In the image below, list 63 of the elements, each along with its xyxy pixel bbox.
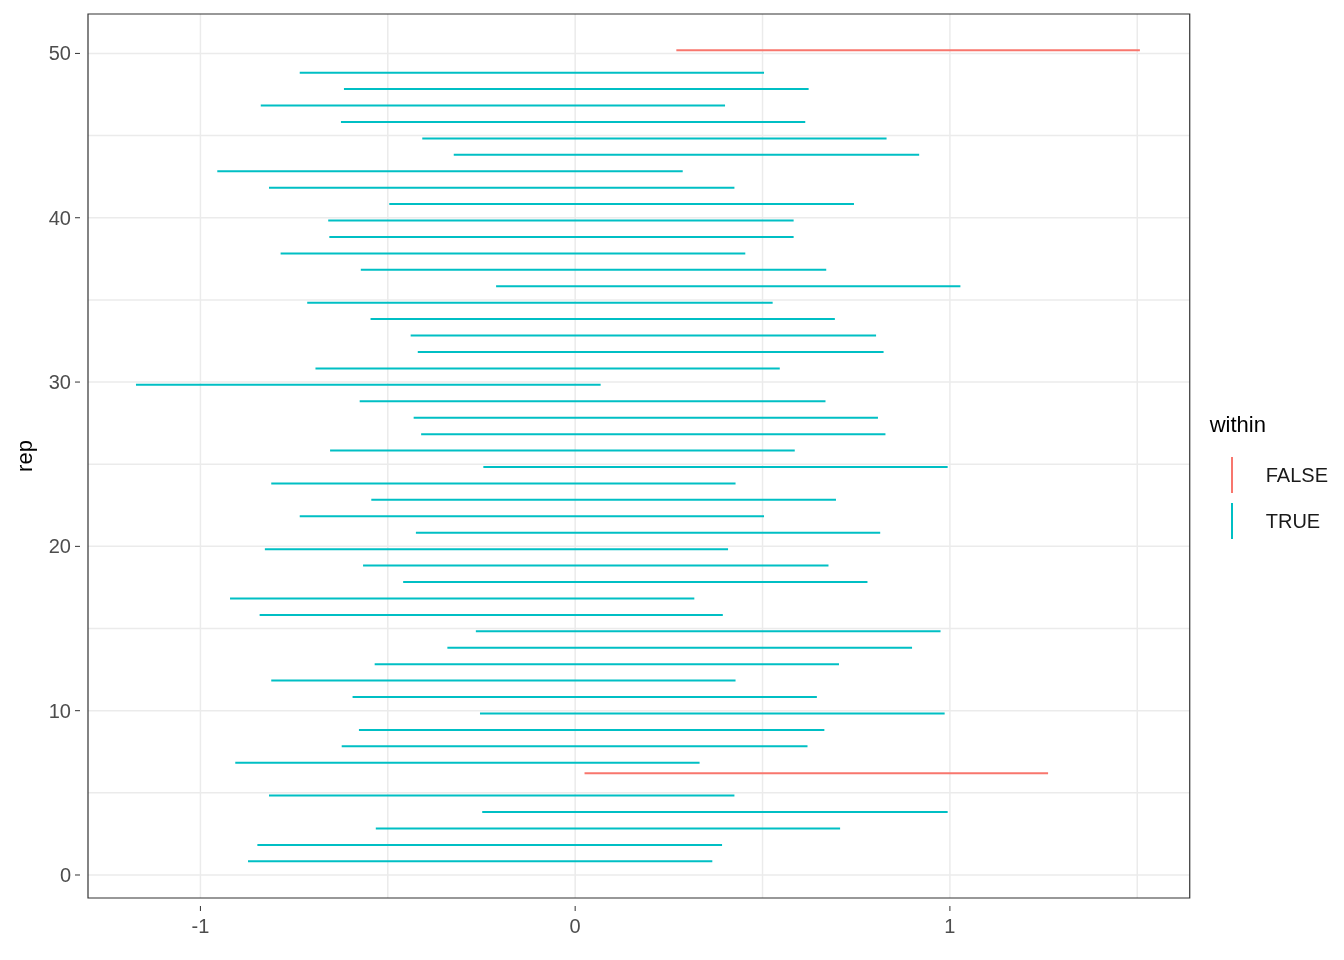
bar [360, 268, 827, 271]
bar [358, 728, 825, 731]
y-axis-title: rep [11, 440, 37, 472]
bar [248, 860, 713, 863]
bar [257, 843, 723, 846]
bar [135, 383, 601, 386]
bar [479, 712, 945, 715]
bar [676, 49, 1140, 52]
bar [374, 663, 839, 666]
x-tick-label: -1 [191, 915, 210, 937]
bar [413, 416, 878, 419]
bar [422, 137, 887, 140]
bar [315, 367, 780, 370]
bar [415, 531, 881, 534]
bar [359, 400, 826, 403]
bar [271, 679, 736, 682]
legend-label: FALSE [1265, 463, 1328, 487]
bar [363, 564, 829, 567]
y-tick-label: 40 [48, 206, 71, 229]
bar [299, 71, 765, 74]
bar [496, 285, 961, 288]
bar [340, 120, 806, 123]
legend-label: TRUE [1265, 509, 1321, 533]
bar [403, 581, 868, 584]
bar [235, 761, 700, 764]
bar [453, 153, 920, 156]
bar [307, 301, 773, 304]
bar [260, 104, 726, 107]
bar [475, 630, 941, 633]
bar [482, 811, 948, 814]
y-tick-label: 20 [48, 535, 71, 558]
y-tick-label: 10 [48, 699, 71, 722]
bar [299, 515, 765, 518]
bar [329, 235, 794, 238]
bar [584, 772, 1049, 775]
bar [483, 466, 948, 468]
x-tick-label: 1 [944, 915, 956, 937]
bar [343, 88, 809, 91]
bar [230, 597, 695, 600]
bar [269, 794, 735, 797]
y-tick-label: 30 [48, 371, 71, 394]
bar [352, 696, 817, 699]
bar [217, 170, 683, 173]
bar [271, 482, 736, 485]
y-tick-label: 0 [59, 864, 71, 886]
bar [269, 186, 735, 189]
bar [341, 745, 808, 748]
bar [410, 334, 877, 337]
bar [371, 498, 836, 501]
bar [421, 433, 886, 436]
bar [330, 449, 795, 452]
bar [389, 203, 854, 206]
bar [370, 318, 835, 321]
bar [328, 219, 794, 222]
bar [447, 646, 913, 649]
bar [375, 827, 841, 830]
y-tick-label: 50 [48, 42, 71, 65]
bar [259, 613, 723, 616]
legend-title: within [1209, 412, 1267, 438]
bar [264, 548, 729, 551]
bar [280, 252, 746, 255]
bar [417, 350, 884, 353]
x-tick-label: 0 [569, 915, 581, 937]
